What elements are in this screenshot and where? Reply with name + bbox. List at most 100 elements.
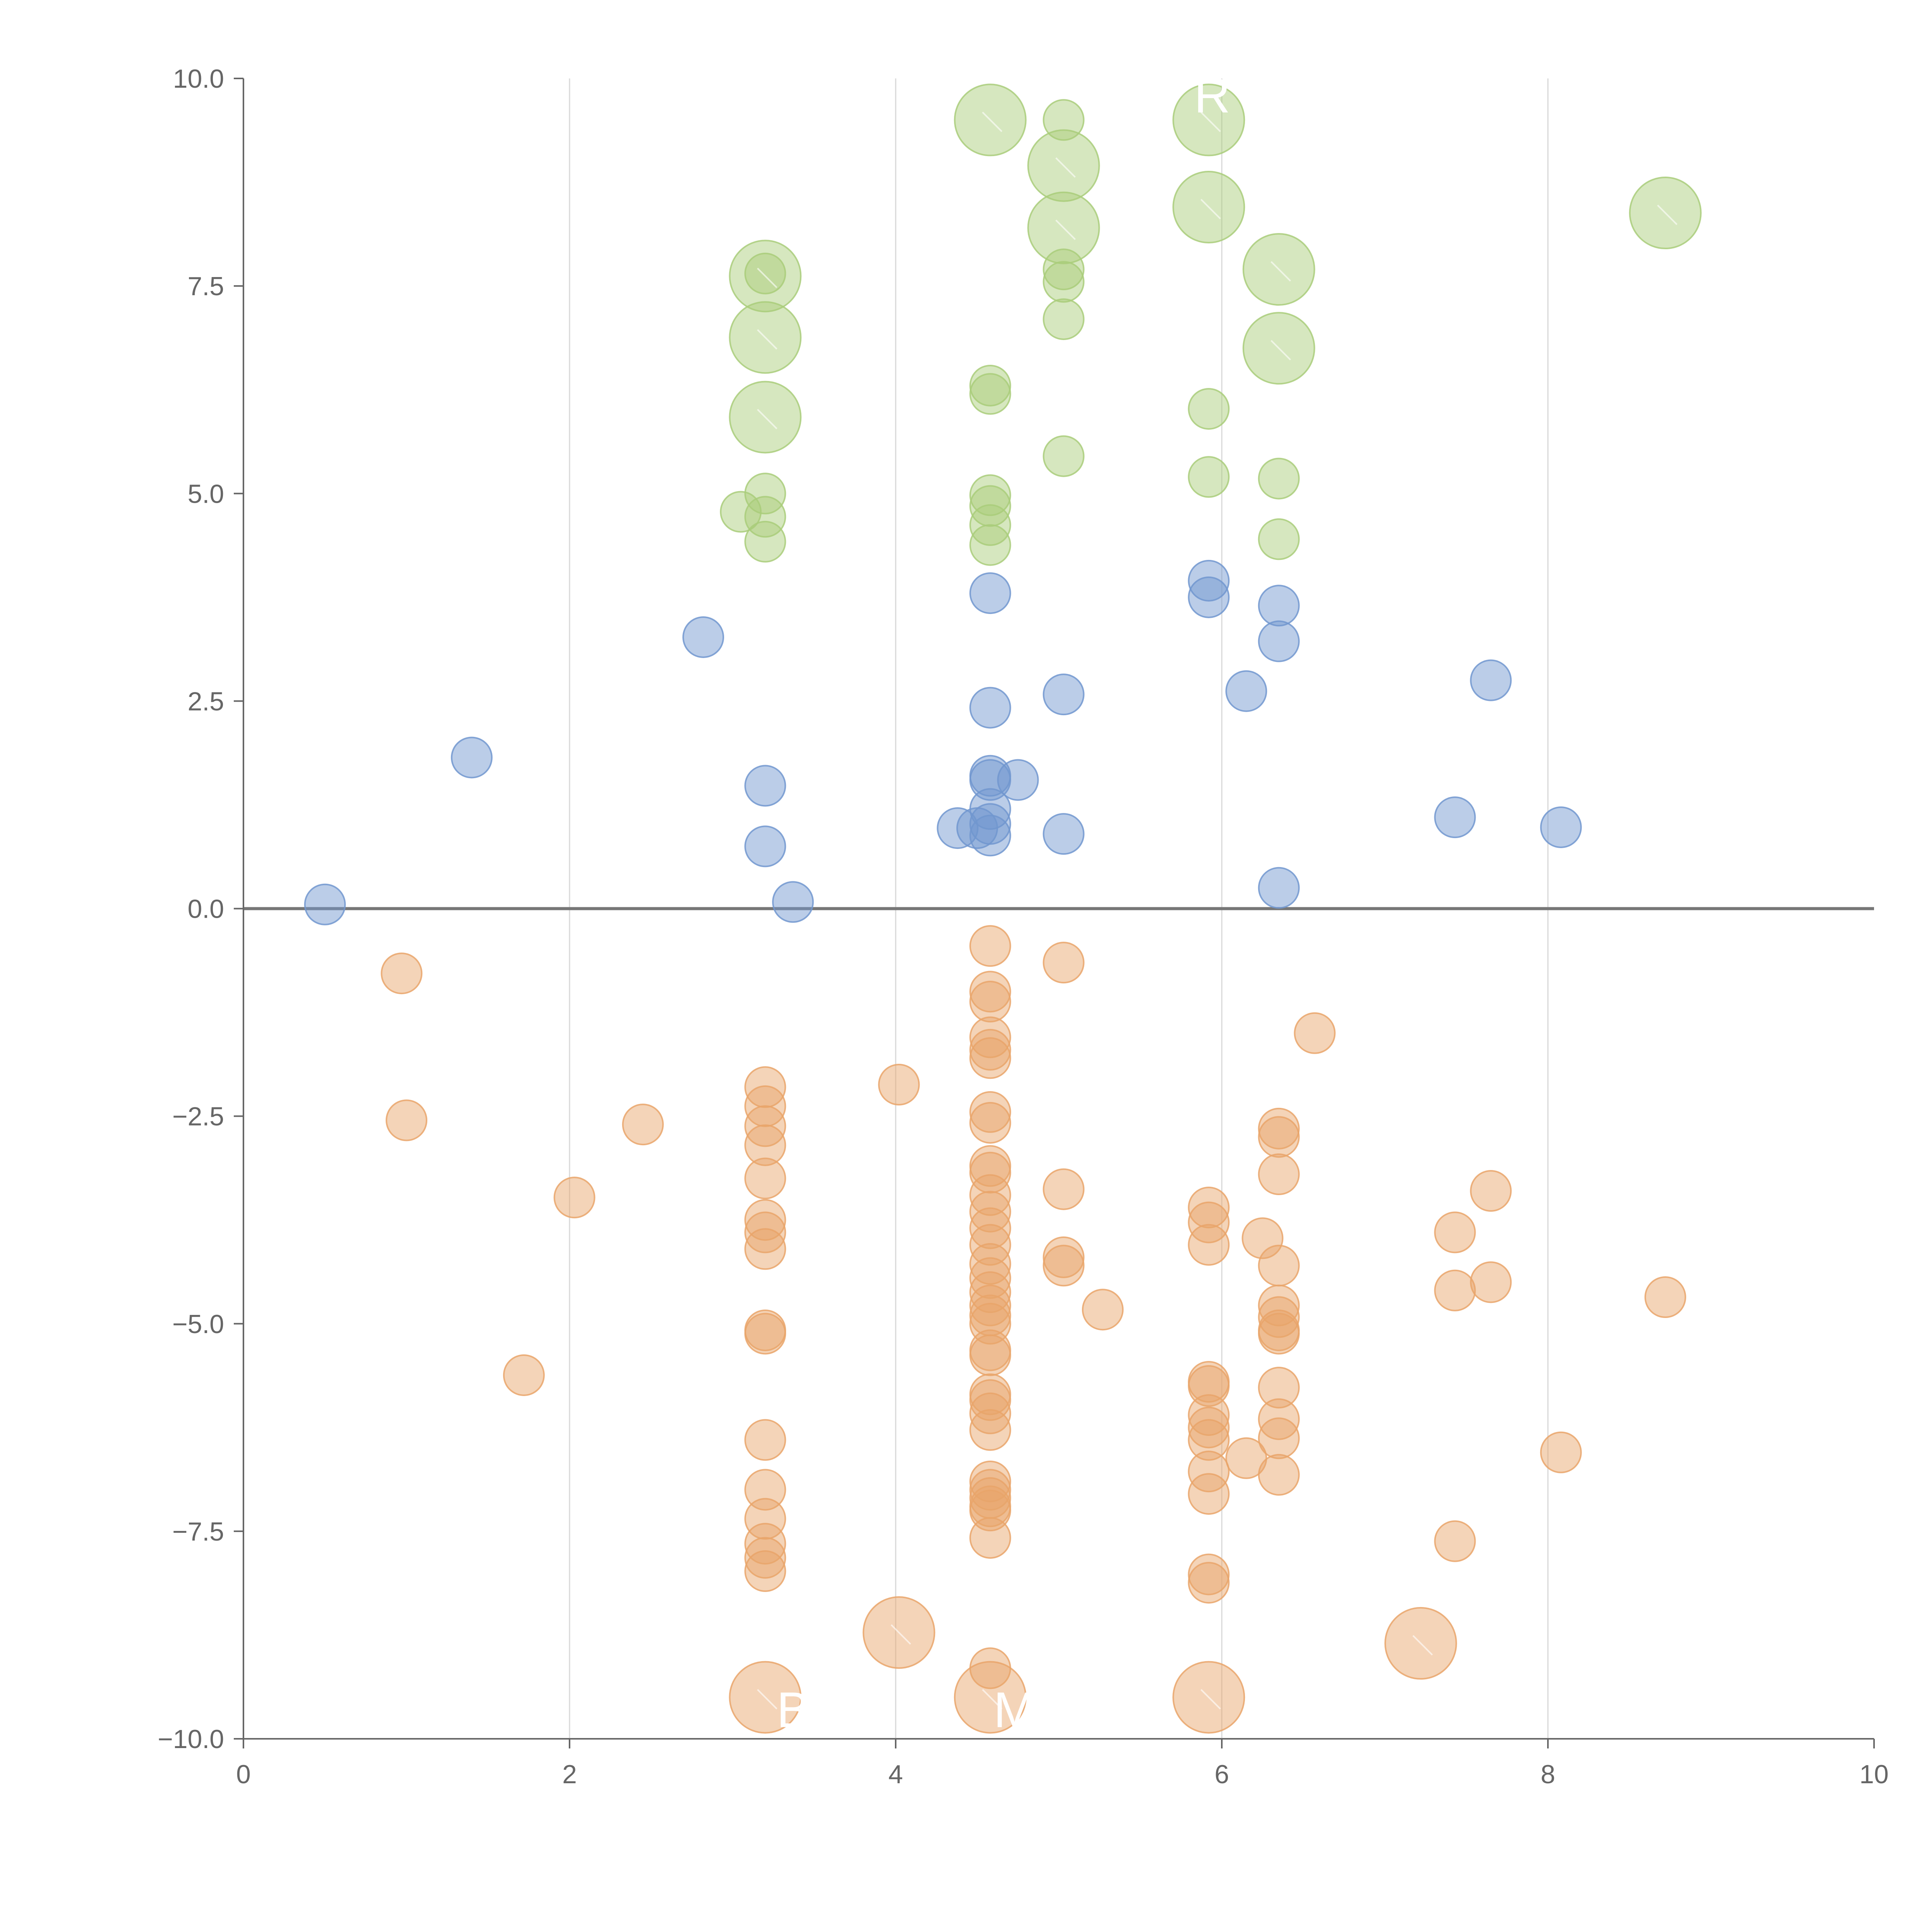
orange-bubble: [1258, 1367, 1300, 1409]
orange-bubble: [969, 1091, 1011, 1133]
blue-bubble: [1258, 867, 1300, 909]
orange-bubble-mark: [1200, 1689, 1221, 1709]
blue-bubble: [1188, 560, 1230, 602]
green-bubble: [744, 473, 786, 515]
orange-bubble: [1258, 1245, 1300, 1287]
orange-bubble: [969, 1190, 1011, 1233]
series-green: [720, 83, 1702, 566]
orange-bubble: [553, 1177, 595, 1219]
orange-bubble: [969, 1303, 1011, 1345]
orange-bubble: [744, 1550, 786, 1592]
orange-bubble: [1188, 1553, 1230, 1595]
y-axis-ticks: −10.0 −7.5 −5.0 −2.5 0.0 2.5 5.0 7.5 10.0: [158, 64, 243, 1754]
blue-bubble: [1258, 585, 1300, 627]
orange-bubble: [1188, 1406, 1230, 1449]
blue-bubble: [682, 616, 724, 658]
blue-bubble: [1470, 659, 1512, 701]
blue-bubble: [1043, 813, 1085, 855]
orange-bubble: [1188, 1419, 1230, 1461]
blue-bubble: [1434, 796, 1476, 838]
orange-bubble: [1434, 1269, 1476, 1311]
orange-bubble: [969, 1284, 1011, 1327]
orange-bubble: [1188, 1562, 1230, 1604]
y-tick-label: 5.0: [187, 479, 224, 509]
orange-bubble: [1188, 1186, 1230, 1228]
orange-bubble: [1470, 1170, 1512, 1212]
y-tick-label: −7.5: [172, 1517, 224, 1546]
orange-bubble: [1188, 1473, 1230, 1515]
green-bubble: [744, 252, 786, 294]
orange-bubble-mark: [757, 1689, 777, 1709]
orange-bubble: [744, 1537, 786, 1579]
orange-bubble: [744, 1105, 786, 1147]
orange-bubble: [1188, 1394, 1230, 1436]
blue-bubble: [969, 572, 1011, 614]
green-bubble-mark: [1657, 204, 1678, 225]
y-tick-label: 2.5: [187, 687, 224, 716]
orange-bubble: [1188, 1365, 1230, 1407]
series-orange: [381, 925, 1686, 1734]
orange-bubble: [1188, 1224, 1230, 1266]
blue-bubble: [304, 883, 346, 925]
green-bubble-mark: [757, 329, 777, 350]
green-bubble: [969, 524, 1011, 566]
orange-bubble: [744, 1124, 786, 1166]
green-bubble-mark: [1270, 261, 1291, 282]
orange-bubble: [1188, 1201, 1230, 1243]
orange-bubble: [622, 1104, 664, 1146]
x-tick-label: 2: [562, 1760, 577, 1789]
orange-bubble: [969, 1460, 1011, 1502]
green-bubble-mark: [1200, 199, 1221, 219]
x-axis-ticks: 0 2 4 6 8 10: [236, 1739, 1889, 1789]
blue-bubble: [1188, 576, 1230, 618]
blue-bubble: [744, 765, 786, 807]
orange-bubble: [969, 1379, 1011, 1421]
green-bubble: [969, 364, 1011, 406]
orange-bubble: [1242, 1217, 1284, 1259]
orange-bubble: [381, 952, 423, 995]
y-tick-label: 7.5: [187, 272, 224, 301]
orange-bubble: [878, 1063, 920, 1105]
orange-bubble: [744, 1211, 786, 1253]
orange-bubble: [1043, 942, 1085, 984]
orange-bubble: [1644, 1276, 1686, 1318]
orange-bubble: [969, 1102, 1011, 1144]
x-tick-label: 6: [1214, 1760, 1229, 1789]
green-bubble: [1043, 261, 1085, 303]
green-bubble: [1258, 457, 1300, 500]
blue-bubble: [744, 825, 786, 867]
bubble-annotation: B: [777, 1682, 810, 1738]
orange-bubble: [969, 1151, 1011, 1194]
bubble-annotation: M: [993, 1682, 1035, 1738]
y-tick-label: 0.0: [187, 895, 224, 924]
orange-bubble: [1470, 1261, 1512, 1303]
orange-bubble: [503, 1354, 545, 1396]
orange-bubble: [969, 1517, 1011, 1559]
x-tick-label: 4: [888, 1760, 903, 1789]
orange-bubble: [1258, 1107, 1300, 1150]
blue-bubble: [969, 687, 1011, 729]
orange-bubble: [744, 1498, 786, 1540]
blue-bubble: [1225, 670, 1267, 712]
orange-bubble: [1258, 1417, 1300, 1459]
green-bubble: [969, 485, 1011, 527]
green-bubble: [1188, 456, 1230, 498]
orange-bubble: [969, 1207, 1011, 1249]
orange-bubble: [744, 1228, 786, 1270]
orange-bubble: [969, 1224, 1011, 1266]
orange-bubble: [1188, 1451, 1230, 1493]
orange-bubble: [1258, 1153, 1300, 1196]
orange-bubble: [1434, 1211, 1476, 1253]
blue-bubble: [451, 736, 493, 779]
green-bubble: [744, 496, 786, 538]
orange-bubble: [969, 971, 1011, 1013]
orange-bubble: [969, 1174, 1011, 1216]
orange-bubble: [969, 1029, 1011, 1071]
y-tick-label: −2.5: [172, 1102, 224, 1131]
orange-bubble: [1540, 1431, 1582, 1473]
orange-bubble: [386, 1099, 427, 1141]
orange-bubble: [1082, 1289, 1124, 1331]
orange-bubble: [969, 981, 1011, 1023]
orange-bubble: [1258, 1398, 1300, 1440]
green-bubble-mark: [1055, 157, 1076, 178]
